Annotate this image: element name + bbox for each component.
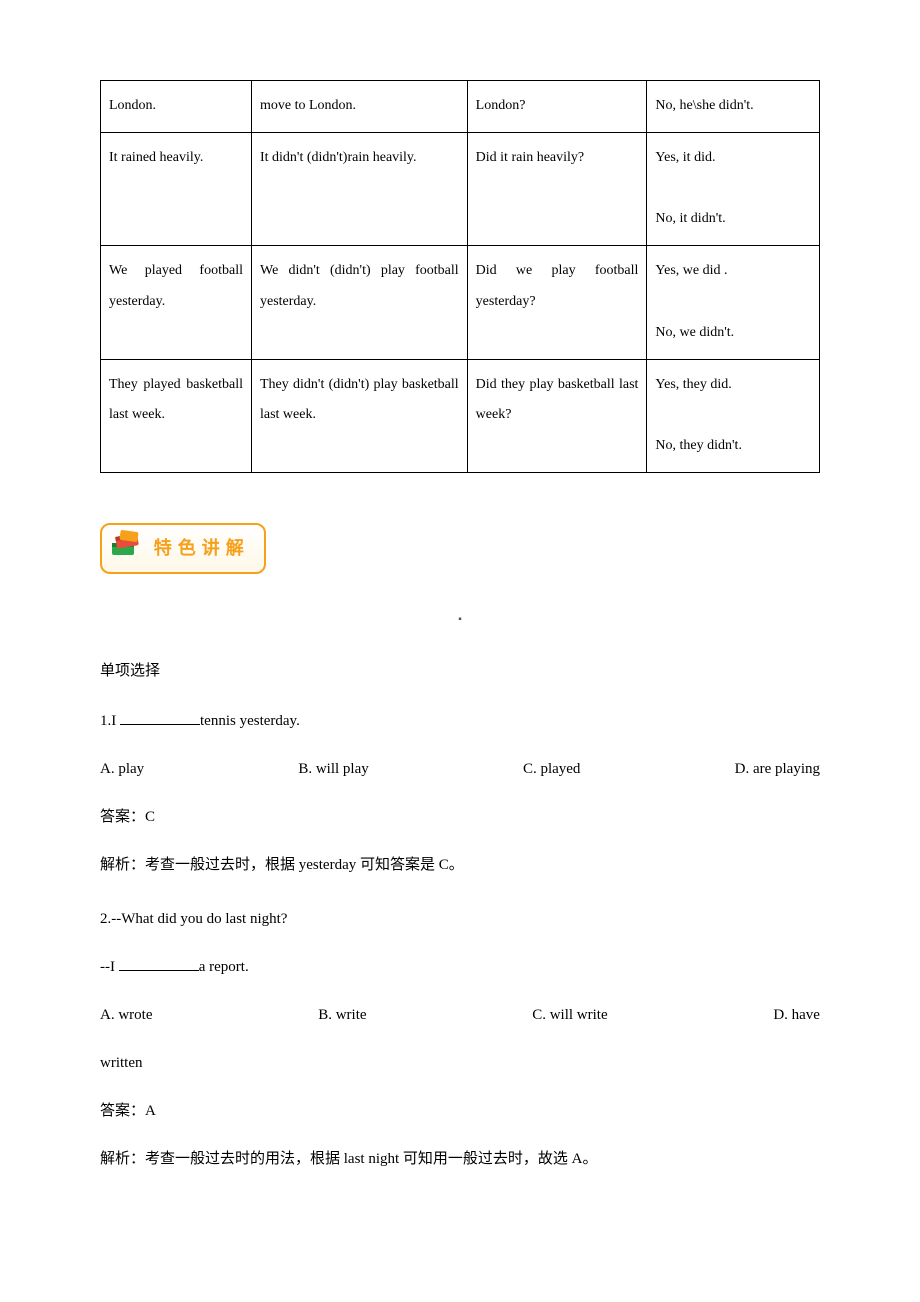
option-d: D. have <box>773 1000 820 1030</box>
cell: London. <box>101 81 252 133</box>
cell: We didn't (didn't) play football yesterd… <box>251 246 467 359</box>
option-c: C. will write <box>532 1000 607 1030</box>
table-row: We played football yesterday. We didn't … <box>101 246 820 359</box>
question-1-answer: 答案：C <box>100 802 820 832</box>
cell: Yes, we did .No, we didn't. <box>647 246 820 359</box>
q2-post: a report. <box>199 959 249 975</box>
option-d: D. are playing <box>735 754 820 784</box>
question-2-line2: --I a report. <box>100 952 820 982</box>
question-2-answer: 答案：A <box>100 1096 820 1126</box>
center-marker: ▪ <box>100 610 820 630</box>
cell: They didn't (didn't) play basketball las… <box>251 359 467 472</box>
table-row: They played basketball last week. They d… <box>101 359 820 472</box>
section-title: 单项选择 <box>100 656 820 686</box>
document-page: London. move to London. London? No, he\s… <box>0 0 920 1258</box>
question-1-explain: 解析：考查一般过去时，根据 yesterday 可知答案是 C。 <box>100 850 820 880</box>
question-2-option-tail: written <box>100 1048 820 1078</box>
blank <box>119 956 199 971</box>
option-c: C. played <box>523 754 581 784</box>
option-b: B. write <box>318 1000 366 1030</box>
cell: They played basketball last week. <box>101 359 252 472</box>
cell: London? <box>467 81 647 133</box>
blank <box>120 710 200 725</box>
cell: Did it rain heavily? <box>467 132 647 245</box>
cell: Yes, it did.No, it didn't. <box>647 132 820 245</box>
q2-pre: --I <box>100 959 119 975</box>
table-row: London. move to London. London? No, he\s… <box>101 81 820 133</box>
option-a: A. play <box>100 754 144 784</box>
cell: Did they play basketball last week? <box>467 359 647 472</box>
cell: It didn't (didn't)rain heavily. <box>251 132 467 245</box>
badge-text: 特色讲解 <box>154 530 250 566</box>
q1-pre: 1.I <box>100 713 120 729</box>
cell: Yes, they did.No, they didn't. <box>647 359 820 472</box>
cell: No, he\she didn't. <box>647 81 820 133</box>
section-badge: 特色讲解 <box>100 523 266 574</box>
cell: We played football yesterday. <box>101 246 252 359</box>
question-1-stem: 1.I tennis yesterday. <box>100 706 820 736</box>
option-a: A. wrote <box>100 1000 153 1030</box>
question-1-options: A. play B. will play C. played D. are pl… <box>100 754 820 784</box>
question-2-options: A. wrote B. write C. will write D. have <box>100 1000 820 1030</box>
cell: It rained heavily. <box>101 132 252 245</box>
grammar-table: London. move to London. London? No, he\s… <box>100 80 820 473</box>
q1-post: tennis yesterday. <box>200 713 300 729</box>
question-2-line1: 2.--What did you do last night? <box>100 904 820 934</box>
books-icon <box>110 529 144 568</box>
cell: Did we play football yesterday? <box>467 246 647 359</box>
table-row: It rained heavily. It didn't (didn't)rai… <box>101 132 820 245</box>
question-2-explain: 解析：考查一般过去时的用法，根据 last night 可知用一般过去时，故选 … <box>100 1144 820 1174</box>
cell: move to London. <box>251 81 467 133</box>
option-b: B. will play <box>298 754 368 784</box>
